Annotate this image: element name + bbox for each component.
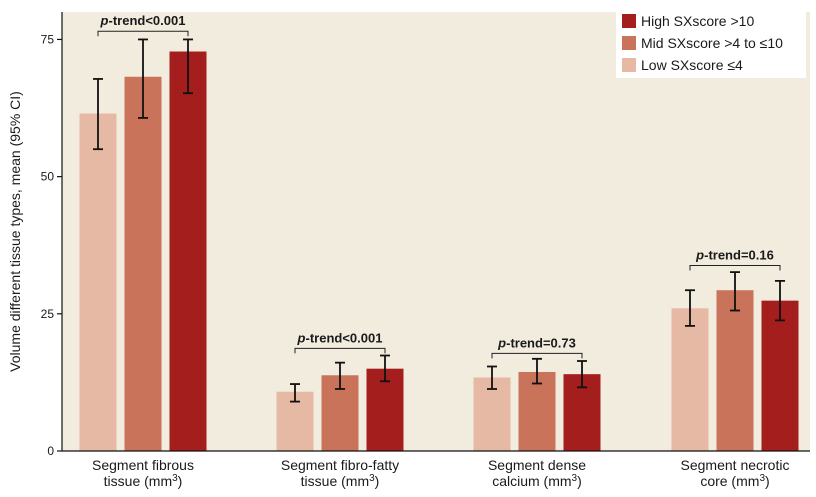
legend-label: High SXscore >10 <box>641 13 754 29</box>
legend-box <box>616 10 806 78</box>
trend-bracket <box>491 352 583 359</box>
trend-bracket <box>294 347 386 354</box>
x-category-label: Segment fibrous <box>92 457 194 473</box>
bar <box>169 51 207 451</box>
bar <box>761 300 799 451</box>
x-category-label: Segment necrotic <box>681 457 790 473</box>
legend-label: Low SXscore ≤4 <box>641 57 743 73</box>
x-category-label: tissue (mm3) <box>104 473 183 489</box>
legend-label: Mid SXscore >4 to ≤10 <box>641 35 783 51</box>
x-category-label: calcium (mm3) <box>492 473 582 489</box>
trend-label: p-trend=0.73 <box>497 335 576 350</box>
y-tick-label: 25 <box>41 307 55 321</box>
y-tick-label: 50 <box>41 170 55 184</box>
trend-bracket <box>97 30 189 37</box>
bar <box>518 371 556 451</box>
x-category-label: core (mm3) <box>700 473 769 489</box>
trend-label: p-trend=0.16 <box>695 248 774 263</box>
x-category-label: Segment fibro-fatty <box>281 457 399 473</box>
trend-label: p-trend<0.001 <box>297 330 383 345</box>
trend-bracket <box>689 265 781 271</box>
bar <box>671 308 709 451</box>
y-axis-label: Volume different tissue types, mean (95%… <box>7 91 23 372</box>
x-category-label: tissue (mm3) <box>301 473 380 489</box>
y-tick-label: 0 <box>47 444 54 458</box>
bar <box>79 113 117 452</box>
legend-swatch <box>622 58 636 72</box>
bar <box>124 76 162 451</box>
bar <box>366 368 404 451</box>
legend-swatch <box>622 14 636 28</box>
legend-swatch <box>622 36 636 50</box>
x-category-label: Segment dense <box>488 457 586 473</box>
y-tick-label: 75 <box>41 32 55 46</box>
trend-label: p-trend<0.001 <box>100 13 186 28</box>
bar <box>716 290 754 451</box>
